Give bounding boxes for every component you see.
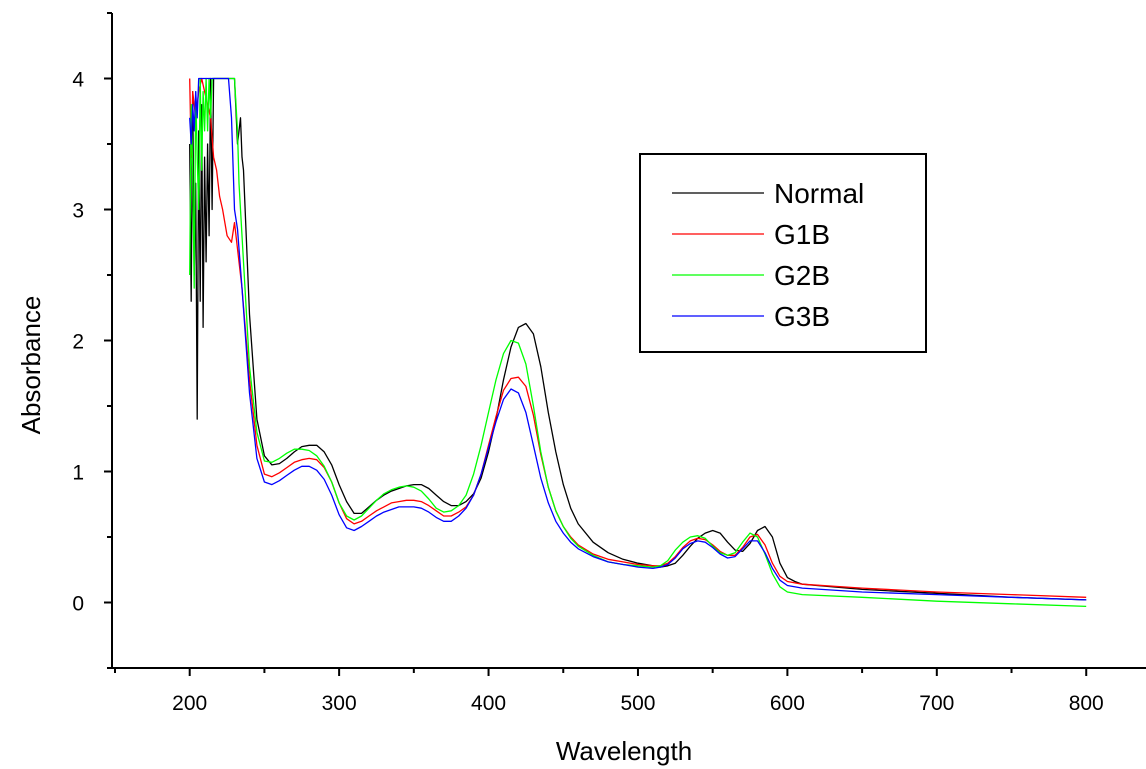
x-axis-title: Wavelength (556, 736, 692, 766)
y-axis-title: Absorbance (16, 296, 46, 435)
y-tick-label: 0 (72, 593, 84, 616)
x-tick-label: 800 (1069, 692, 1104, 715)
series-line-normal (189, 77, 1087, 601)
legend-box (639, 153, 927, 353)
plot-area (189, 77, 1087, 608)
series-line-g1b (189, 77, 1087, 598)
x-tick-label: 700 (919, 692, 954, 715)
series-line-g2b (189, 77, 1087, 608)
x-axis-ticks: 200 300 400 500 600 700 800 (113, 668, 1104, 715)
legend-label-g2b: G2B (774, 260, 830, 291)
legend-label-g1b: G1B (774, 219, 830, 250)
legend-label-normal: Normal (774, 178, 864, 209)
legend-items: Normal G1B G2B G3B (672, 178, 864, 332)
x-tick-label: 600 (770, 692, 805, 715)
legend: Normal G1B G2B G3B (639, 153, 927, 353)
x-tick-label: 200 (172, 692, 207, 715)
x-tick-label: 300 (322, 692, 357, 715)
y-tick-label: 1 (72, 462, 84, 485)
legend-label-g3b: G3B (774, 301, 830, 332)
y-tick-label: 4 (72, 69, 84, 92)
y-tick-label: 2 (72, 331, 84, 354)
series-lines (189, 77, 1087, 608)
x-tick-label: 400 (471, 692, 506, 715)
y-tick-label: 3 (72, 200, 84, 223)
y-axis-ticks: 0 1 2 3 4 (72, 12, 112, 669)
x-tick-label: 500 (620, 692, 655, 715)
series-line-g3b (189, 77, 1087, 601)
